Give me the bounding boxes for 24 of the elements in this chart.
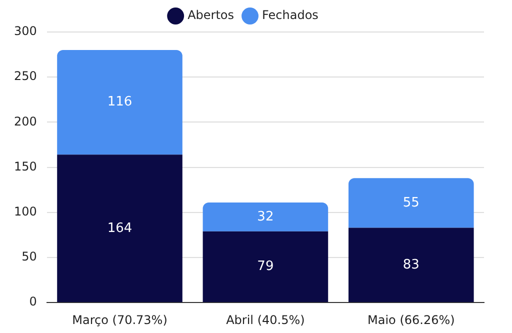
data-label: 116 — [107, 94, 132, 110]
y-tick-label: 50 — [22, 250, 37, 264]
y-tick-label: 100 — [14, 204, 37, 219]
y-tick-label: 150 — [14, 159, 37, 174]
data-label: 55 — [402, 195, 420, 210]
bar — [202, 202, 328, 232]
data-label: 32 — [257, 209, 274, 224]
x-tick-label: Abril (40.5%) — [226, 312, 305, 327]
y-tick-label: 250 — [14, 69, 37, 84]
bar — [57, 50, 182, 155]
legend-label: Abertos — [188, 8, 234, 22]
y-tick-label: 0 — [29, 294, 37, 309]
bar — [348, 178, 474, 228]
y-tick-label: 200 — [14, 114, 37, 128]
bar — [202, 231, 328, 302]
x-tick-label: Março (70.73%) — [72, 312, 168, 327]
bar — [348, 228, 474, 302]
data-label: 83 — [402, 257, 420, 272]
legend-label: Fechados — [262, 8, 318, 22]
data-label: 164 — [107, 220, 132, 236]
bar — [57, 154, 182, 302]
y-tick-label: 300 — [14, 24, 37, 38]
data-label: 79 — [257, 259, 274, 274]
x-tick-label: Maio (66.26%) — [367, 312, 455, 327]
